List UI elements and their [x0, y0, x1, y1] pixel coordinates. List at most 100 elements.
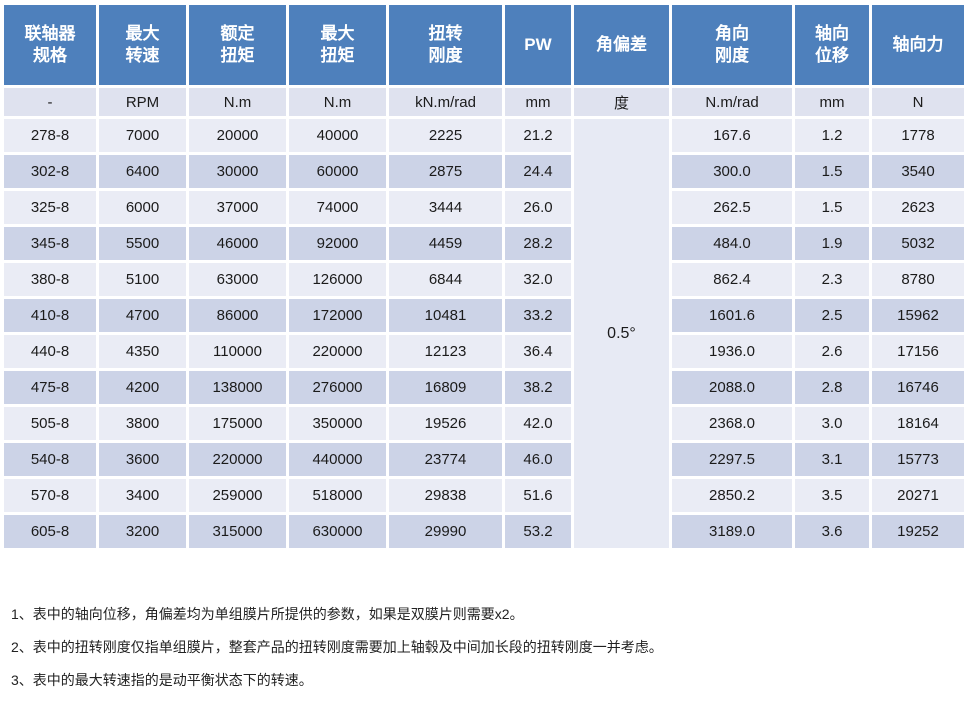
table-cell-axial-displacement: 1.5: [795, 155, 869, 188]
table-cell-angular-stiffness: 484.0: [672, 227, 792, 260]
table-cell-angular-stiffness: 167.6: [672, 119, 792, 152]
table-cell-axial-displacement: 1.5: [795, 191, 869, 224]
column-header-rated-torque: 额定 扭矩: [189, 5, 286, 85]
table-cell-rated-torque: 110000: [189, 335, 286, 368]
table-cell-axial-force: 1778: [872, 119, 964, 152]
table-cell-torsional-stiffness: 4459: [389, 227, 502, 260]
table-cell-rated-torque: 175000: [189, 407, 286, 440]
table-cell-pw: 51.6: [505, 479, 571, 512]
table-cell-torsional-stiffness: 2225: [389, 119, 502, 152]
column-header-pw: PW: [505, 5, 571, 85]
table-cell-pw: 46.0: [505, 443, 571, 476]
table-cell-angular-stiffness: 3189.0: [672, 515, 792, 548]
table-cell-axial-displacement: 2.6: [795, 335, 869, 368]
table-cell-pw: 53.2: [505, 515, 571, 548]
table-cell-max-torque: 350000: [289, 407, 386, 440]
table-cell-max-torque: 126000: [289, 263, 386, 296]
table-cell-angular-stiffness: 1936.0: [672, 335, 792, 368]
table-cell-max-torque: 440000: [289, 443, 386, 476]
table-cell-spec: 325-8: [4, 191, 96, 224]
column-header-axial-displacement: 轴向 位移: [795, 5, 869, 85]
unit-cell-angular-deviation: 度: [574, 88, 669, 116]
table-cell-spec: 302-8: [4, 155, 96, 188]
table-cell-axial-force: 15773: [872, 443, 964, 476]
table-cell-spec: 505-8: [4, 407, 96, 440]
unit-cell-axial-force: N: [872, 88, 964, 116]
column-header-angular-stiffness: 角向 刚度: [672, 5, 792, 85]
footnote-2: 2、表中的扭转刚度仅指单组膜片，整套产品的扭转刚度需要加上轴毂及中间加长段的扭转…: [11, 639, 663, 655]
table-cell-max-torque: 276000: [289, 371, 386, 404]
table-cell-axial-force: 20271: [872, 479, 964, 512]
table-cell-spec: 410-8: [4, 299, 96, 332]
table-cell-torsional-stiffness: 29838: [389, 479, 502, 512]
table-cell-angular-stiffness: 2088.0: [672, 371, 792, 404]
column-header-spec: 联轴器 规格: [4, 5, 96, 85]
table-cell-angular-stiffness: 1601.6: [672, 299, 792, 332]
table-cell-spec: 540-8: [4, 443, 96, 476]
table-cell-torsional-stiffness: 3444: [389, 191, 502, 224]
table-cell-rated-torque: 20000: [189, 119, 286, 152]
table-cell-axial-displacement: 2.3: [795, 263, 869, 296]
table-cell-torsional-stiffness: 6844: [389, 263, 502, 296]
footnotes: 1、表中的轴向位移，角偏差均为单组膜片所提供的参数，如果是双膜片则需要x2。 2…: [0, 598, 965, 697]
table-cell-torsional-stiffness: 16809: [389, 371, 502, 404]
table-cell-rated-torque: 86000: [189, 299, 286, 332]
table-cell-spec: 278-8: [4, 119, 96, 152]
column-header-max-torque: 最大 扭矩: [289, 5, 386, 85]
unit-cell-angular-stiffness: N.m/rad: [672, 88, 792, 116]
table-cell-max-speed: 3400: [99, 479, 186, 512]
table-cell-spec: 605-8: [4, 515, 96, 548]
table-cell-axial-displacement: 1.9: [795, 227, 869, 260]
table-cell-axial-force: 15962: [872, 299, 964, 332]
table-cell-axial-displacement: 2.8: [795, 371, 869, 404]
table-cell-torsional-stiffness: 10481: [389, 299, 502, 332]
angular-deviation-merged-value: 0.5°: [574, 119, 669, 548]
table-cell-axial-displacement: 3.6: [795, 515, 869, 548]
table-cell-rated-torque: 315000: [189, 515, 286, 548]
unit-cell-torsional-stiffness: kN.m/rad: [389, 88, 502, 116]
table-cell-max-speed: 5100: [99, 263, 186, 296]
table-cell-spec: 570-8: [4, 479, 96, 512]
table-cell-torsional-stiffness: 29990: [389, 515, 502, 548]
table-cell-torsional-stiffness: 12123: [389, 335, 502, 368]
table-cell-axial-force: 16746: [872, 371, 964, 404]
table-cell-spec: 440-8: [4, 335, 96, 368]
table-cell-rated-torque: 220000: [189, 443, 286, 476]
table-cell-angular-stiffness: 862.4: [672, 263, 792, 296]
table-cell-axial-force: 18164: [872, 407, 964, 440]
table-cell-max-speed: 4200: [99, 371, 186, 404]
table-cell-torsional-stiffness: 2875: [389, 155, 502, 188]
unit-cell-max-speed: RPM: [99, 88, 186, 116]
table-cell-pw: 33.2: [505, 299, 571, 332]
table-cell-rated-torque: 46000: [189, 227, 286, 260]
table-cell-axial-force: 2623: [872, 191, 964, 224]
table-cell-torsional-stiffness: 23774: [389, 443, 502, 476]
table-cell-angular-stiffness: 262.5: [672, 191, 792, 224]
table-cell-max-speed: 3200: [99, 515, 186, 548]
unit-cell-pw: mm: [505, 88, 571, 116]
table-cell-max-speed: 3600: [99, 443, 186, 476]
column-header-max-speed: 最大 转速: [99, 5, 186, 85]
footnote-1: 1、表中的轴向位移，角偏差均为单组膜片所提供的参数，如果是双膜片则需要x2。: [11, 606, 524, 622]
table-cell-max-torque: 630000: [289, 515, 386, 548]
table-cell-pw: 28.2: [505, 227, 571, 260]
table-cell-pw: 42.0: [505, 407, 571, 440]
unit-cell-max-torque: N.m: [289, 88, 386, 116]
table-cell-pw: 24.4: [505, 155, 571, 188]
table-cell-spec: 345-8: [4, 227, 96, 260]
table-cell-axial-displacement: 2.5: [795, 299, 869, 332]
table-cell-pw: 32.0: [505, 263, 571, 296]
coupling-spec-table: 联轴器 规格 最大 转速 额定 扭矩 最大 扭矩 扭转 刚度 PW 角偏差 角向 刚度 轴向 位…: [4, 5, 964, 548]
table-cell-pw: 38.2: [505, 371, 571, 404]
table-cell-spec: 380-8: [4, 263, 96, 296]
table-cell-max-torque: 40000: [289, 119, 386, 152]
table-cell-max-speed: 5500: [99, 227, 186, 260]
table-cell-max-torque: 172000: [289, 299, 386, 332]
table-cell-rated-torque: 30000: [189, 155, 286, 188]
table-cell-angular-stiffness: 300.0: [672, 155, 792, 188]
table-cell-rated-torque: 259000: [189, 479, 286, 512]
table-cell-max-torque: 220000: [289, 335, 386, 368]
table-cell-max-speed: 6400: [99, 155, 186, 188]
table-cell-rated-torque: 138000: [189, 371, 286, 404]
